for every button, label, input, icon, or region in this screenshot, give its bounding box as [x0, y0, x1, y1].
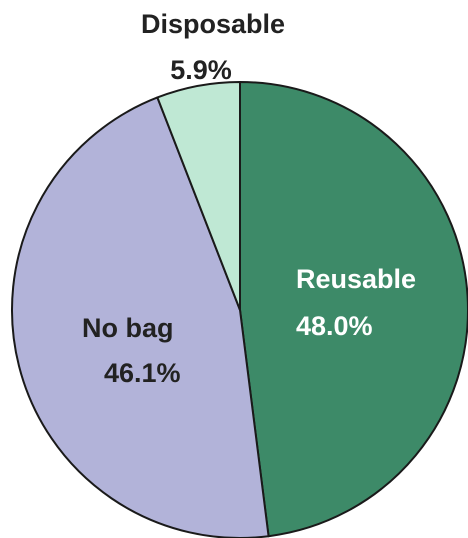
slice-label-no-bag: No bag [82, 313, 174, 343]
pie-slice-disposable [156, 81, 241, 311]
pie-slice-reusable [239, 81, 468, 538]
pie-slice-no-bag [11, 96, 270, 538]
slice-value-no-bag: 46.1% [104, 358, 181, 388]
slice-label-reusable: Reusable [296, 264, 416, 294]
slice-value-reusable: 48.0% [296, 311, 373, 341]
pie-labels: Reusable 48.0% No bag 46.1% Disposable 5.9% [82, 9, 416, 388]
pie-slices [11, 81, 468, 538]
slice-label-disposable: Disposable [141, 9, 285, 39]
slice-value-disposable: 5.9% [170, 55, 232, 85]
